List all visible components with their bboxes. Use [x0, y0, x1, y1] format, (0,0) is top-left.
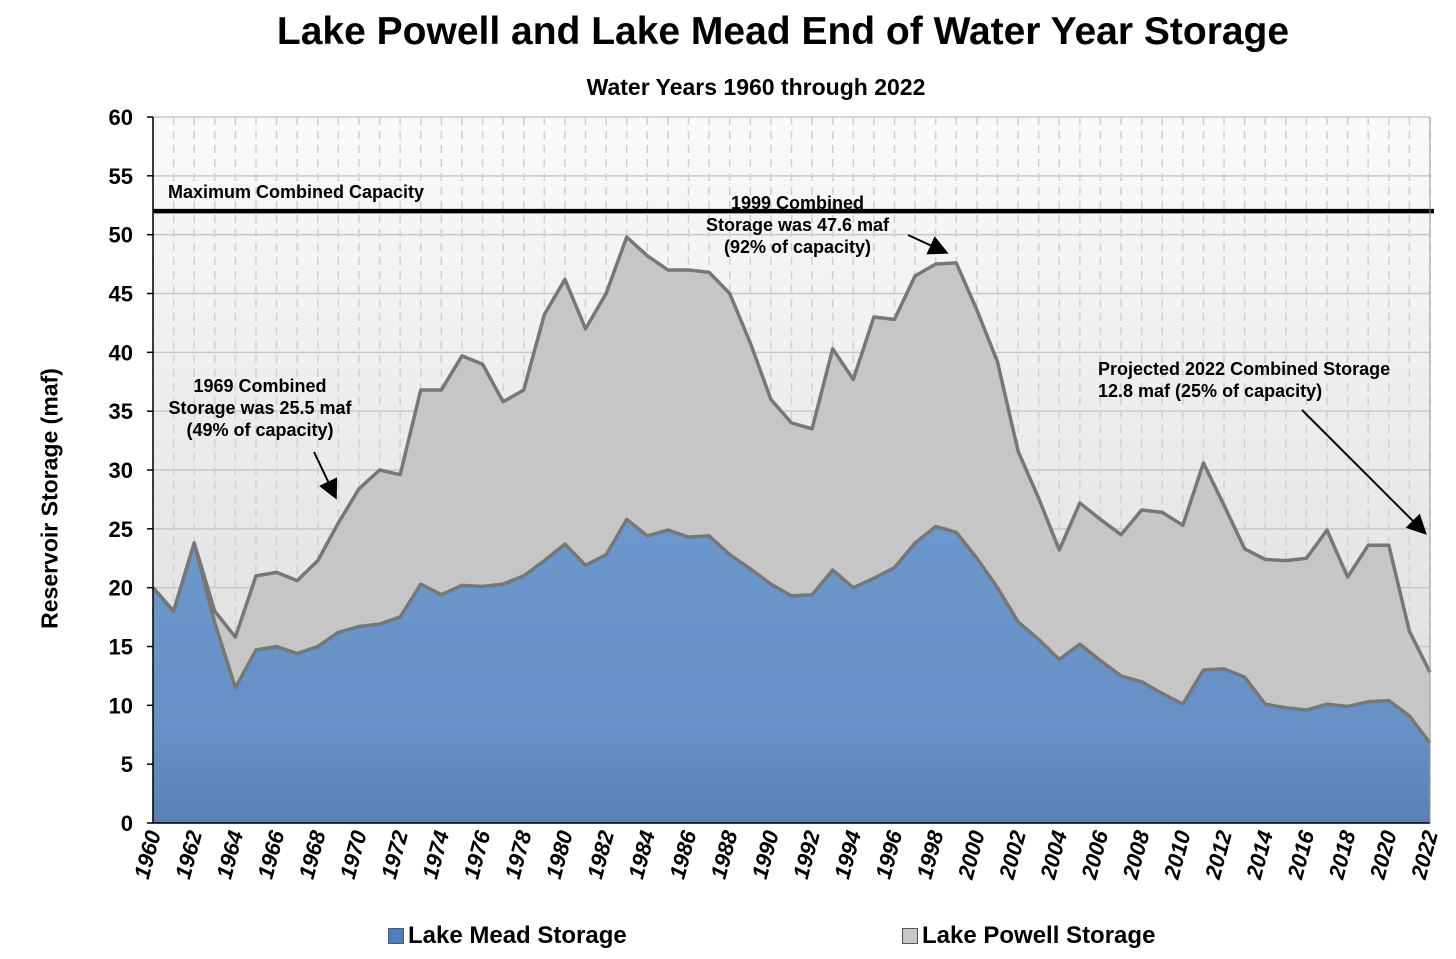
- y-tick-label: 50: [109, 223, 133, 248]
- y-tick-label: 45: [109, 282, 133, 307]
- legend-swatch-mead: [388, 928, 404, 944]
- x-tick-label: 1978: [500, 827, 537, 881]
- x-tick-label: 1996: [870, 827, 907, 881]
- y-tick-label: 40: [109, 340, 133, 365]
- area-lake-powell: [153, 237, 1430, 743]
- x-tick-label: 1988: [706, 827, 743, 881]
- annotation-max-capacity: Maximum Combined Capacity: [168, 181, 424, 203]
- line-combined: [151, 235, 1432, 674]
- x-tick-label: 2012: [1200, 827, 1237, 882]
- x-tick-label: 2002: [994, 827, 1031, 882]
- legend-item-mead: Lake Mead Storage: [388, 922, 627, 950]
- x-tick-label: 1980: [541, 827, 578, 881]
- x-tick-label: 2022: [1406, 827, 1443, 882]
- chart-subtitle: Water Years 1960 through 2022: [586, 74, 926, 100]
- x-tick-label: 1962: [170, 827, 207, 881]
- y-tick-label: 5: [121, 752, 133, 777]
- arrow-2022: [1301, 409, 1427, 535]
- x-tick-label: 2000: [953, 827, 990, 882]
- x-tick-label: 1976: [459, 827, 496, 881]
- y-tick-label: 60: [109, 105, 133, 130]
- y-tick-label: 35: [109, 399, 133, 424]
- chart-title: Lake Powell and Lake Mead End of Water Y…: [276, 10, 1290, 53]
- x-tick-label: 1972: [376, 827, 413, 881]
- legend-label-mead: Lake Mead Storage: [408, 922, 627, 949]
- x-tick-label: 2004: [1035, 828, 1072, 883]
- x-tick-label: 2008: [1117, 827, 1154, 882]
- y-tick-label: 25: [109, 517, 133, 542]
- x-tick-label: 2010: [1159, 827, 1196, 882]
- y-tick-label: 20: [109, 576, 133, 601]
- arrow-1969: [313, 451, 338, 500]
- x-tick-label: 1968: [294, 827, 331, 881]
- x-tick-label: 2018: [1323, 827, 1360, 882]
- annotation-2022: Projected 2022 Combined Storage 12.8 maf…: [1098, 359, 1391, 401]
- y-tick-label: 30: [109, 458, 133, 483]
- x-tick-label: 2016: [1282, 827, 1319, 882]
- annotation-1969: 1969 Combined Storage was 25.5 maf (49% …: [168, 376, 352, 440]
- legend-swatch-powell: [902, 928, 918, 944]
- x-tick-label: 1974: [417, 828, 454, 882]
- x-tick-label: 2014: [1241, 828, 1278, 883]
- y-tick-label: 0: [121, 811, 133, 836]
- x-tick-label: 1986: [665, 827, 702, 881]
- x-tick-label: 2020: [1365, 827, 1402, 882]
- x-tick-label: 1966: [253, 827, 290, 881]
- x-tick-label: 1992: [788, 827, 825, 881]
- x-tick-label: 1970: [335, 827, 372, 881]
- x-tick-label: 1964: [211, 828, 248, 882]
- annotation-1999: 1999 Combined Storage was 47.6 maf (92% …: [705, 193, 890, 257]
- x-tick-label: 1982: [582, 827, 619, 881]
- x-tick-label: 2006: [1076, 827, 1113, 882]
- x-tick-label: 1994: [829, 828, 866, 882]
- x-tick-label: 1998: [912, 827, 949, 881]
- x-tick-label: 1960: [129, 827, 166, 881]
- y-tick-label: 10: [109, 693, 133, 718]
- x-tick-label: 1990: [747, 827, 784, 881]
- max-capacity-label: Maximum Combined Capacity: [168, 182, 425, 202]
- legend-item-powell: Lake Powell Storage: [902, 922, 1155, 950]
- legend-label-powell: Lake Powell Storage: [922, 922, 1156, 949]
- line-lake-mead: [151, 517, 1432, 745]
- y-tick-label: 55: [109, 164, 133, 189]
- y-tick-label: 15: [109, 635, 133, 660]
- area-lake-mead: [153, 519, 1430, 823]
- x-tick-label: 1984: [623, 828, 660, 882]
- arrow-1999: [907, 234, 949, 255]
